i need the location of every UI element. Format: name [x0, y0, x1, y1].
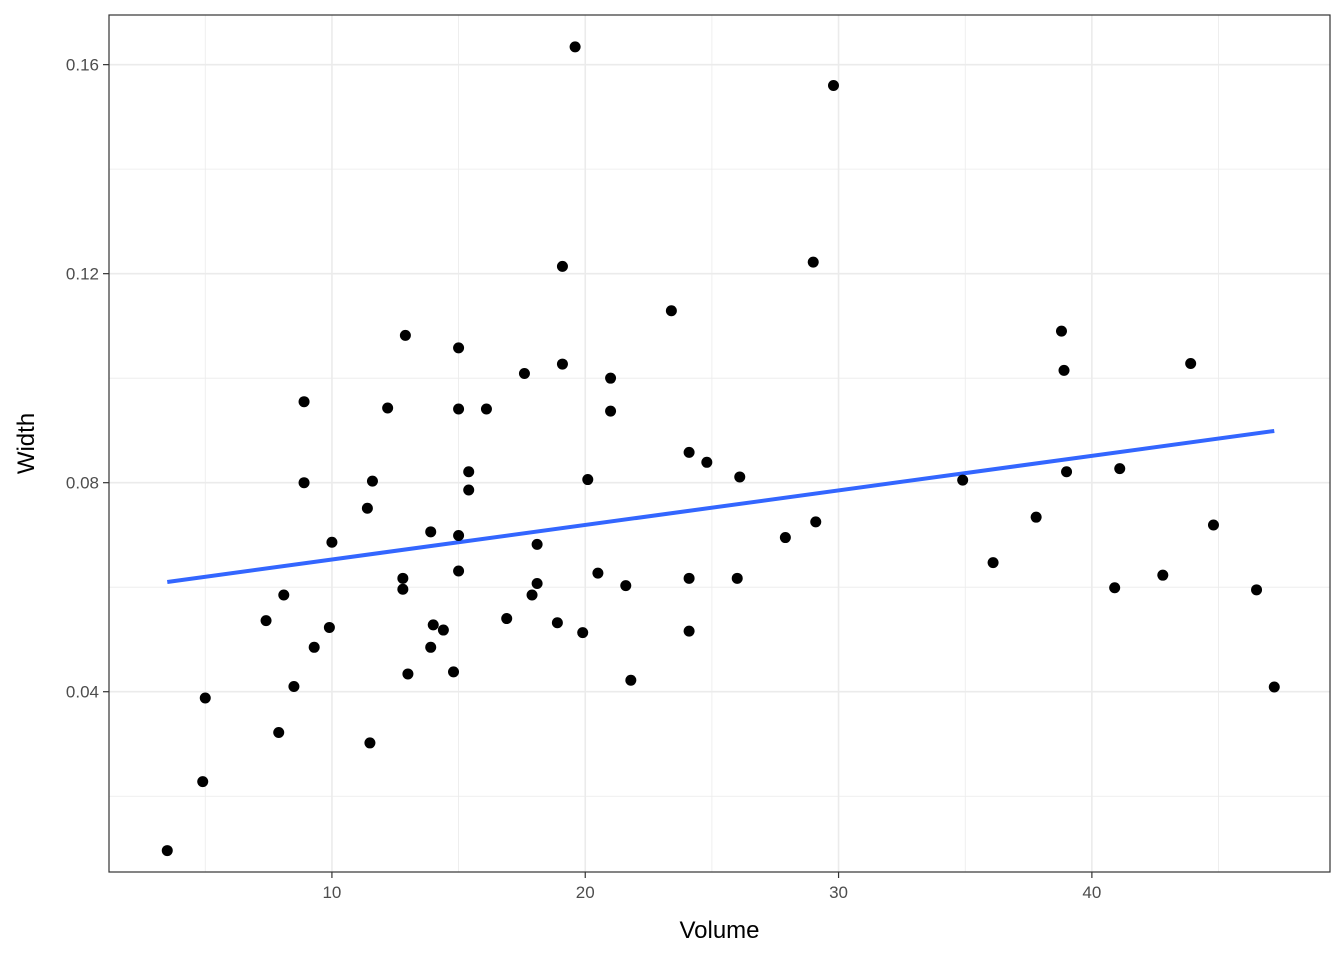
- x-tick-label: 10: [322, 883, 341, 902]
- linear-fit-line: [166, 428, 1275, 584]
- x-tick-label: 40: [1082, 883, 1101, 902]
- data-point: [625, 674, 637, 686]
- data-point: [361, 502, 373, 514]
- data-point: [1058, 364, 1070, 376]
- data-point: [1055, 325, 1067, 337]
- data-point: [463, 466, 475, 478]
- data-point: [665, 305, 677, 317]
- data-point: [605, 405, 617, 417]
- data-point: [308, 641, 320, 653]
- data-point: [427, 619, 439, 631]
- data-point: [161, 845, 173, 857]
- data-point: [399, 329, 411, 341]
- data-point: [1268, 681, 1280, 693]
- data-point: [551, 617, 563, 629]
- data-point: [526, 589, 538, 601]
- data-point: [1109, 582, 1121, 594]
- data-point: [556, 260, 568, 272]
- data-point: [453, 342, 465, 354]
- data-point: [810, 516, 822, 528]
- plot-panel: [109, 15, 1330, 872]
- y-tick-label: 0.12: [66, 265, 99, 284]
- data-point: [592, 567, 604, 579]
- data-point: [577, 627, 589, 639]
- data-points: [161, 41, 1280, 857]
- data-point: [298, 477, 310, 489]
- x-axis-title: Volume: [679, 917, 759, 944]
- data-point: [501, 613, 513, 625]
- data-point: [683, 446, 695, 458]
- data-point: [199, 692, 211, 704]
- data-point: [683, 625, 695, 637]
- data-point: [260, 615, 272, 627]
- data-point: [531, 578, 543, 590]
- data-point: [1251, 584, 1263, 596]
- data-point: [453, 403, 465, 415]
- panel-border: [108, 14, 1331, 873]
- data-point: [480, 403, 492, 415]
- data-point: [827, 80, 839, 92]
- data-point: [1207, 519, 1219, 531]
- data-point: [425, 526, 437, 538]
- data-point: [569, 41, 581, 53]
- data-point: [453, 529, 465, 541]
- data-point: [734, 471, 746, 483]
- data-point: [323, 621, 335, 633]
- data-point: [620, 580, 632, 592]
- x-axis: 10 20 30 40: [322, 872, 1101, 902]
- data-point: [582, 474, 594, 486]
- data-point: [701, 456, 713, 468]
- major-gridlines: [109, 15, 1330, 872]
- data-point: [288, 680, 300, 692]
- y-axis-title: Width: [13, 413, 40, 474]
- x-tick-label: 30: [829, 883, 848, 902]
- data-point: [397, 572, 409, 584]
- data-point: [1157, 569, 1169, 581]
- y-tick-label: 0.04: [66, 683, 99, 702]
- data-point: [1185, 358, 1197, 370]
- data-point: [1030, 511, 1042, 523]
- data-point: [273, 726, 285, 738]
- data-point: [957, 474, 969, 486]
- data-point: [779, 532, 791, 544]
- data-point: [448, 666, 460, 678]
- data-point: [364, 737, 376, 749]
- trend-line-layer: [166, 428, 1275, 584]
- data-point: [731, 572, 743, 584]
- data-point: [556, 358, 568, 370]
- data-point: [278, 589, 290, 601]
- data-point: [987, 557, 999, 569]
- y-tick-label: 0.08: [66, 474, 99, 493]
- data-point: [1114, 463, 1126, 475]
- data-point: [326, 536, 338, 548]
- y-axis: 0.04 0.08 0.12 0.16: [66, 56, 109, 702]
- data-point: [1061, 466, 1073, 478]
- data-point: [425, 641, 437, 653]
- data-point: [453, 565, 465, 577]
- data-point: [197, 776, 209, 788]
- y-tick-label: 0.16: [66, 56, 99, 75]
- data-point: [683, 572, 695, 584]
- data-point: [807, 256, 819, 268]
- data-point: [402, 668, 414, 680]
- data-point: [463, 484, 475, 496]
- data-point: [382, 402, 394, 414]
- data-point: [531, 538, 543, 550]
- data-point: [605, 372, 617, 384]
- data-point: [298, 396, 310, 408]
- data-point: [437, 624, 449, 636]
- data-point: [397, 583, 409, 595]
- x-tick-label: 20: [576, 883, 595, 902]
- minor-gridlines: [109, 15, 1330, 872]
- data-point: [518, 367, 530, 379]
- data-point: [366, 475, 378, 487]
